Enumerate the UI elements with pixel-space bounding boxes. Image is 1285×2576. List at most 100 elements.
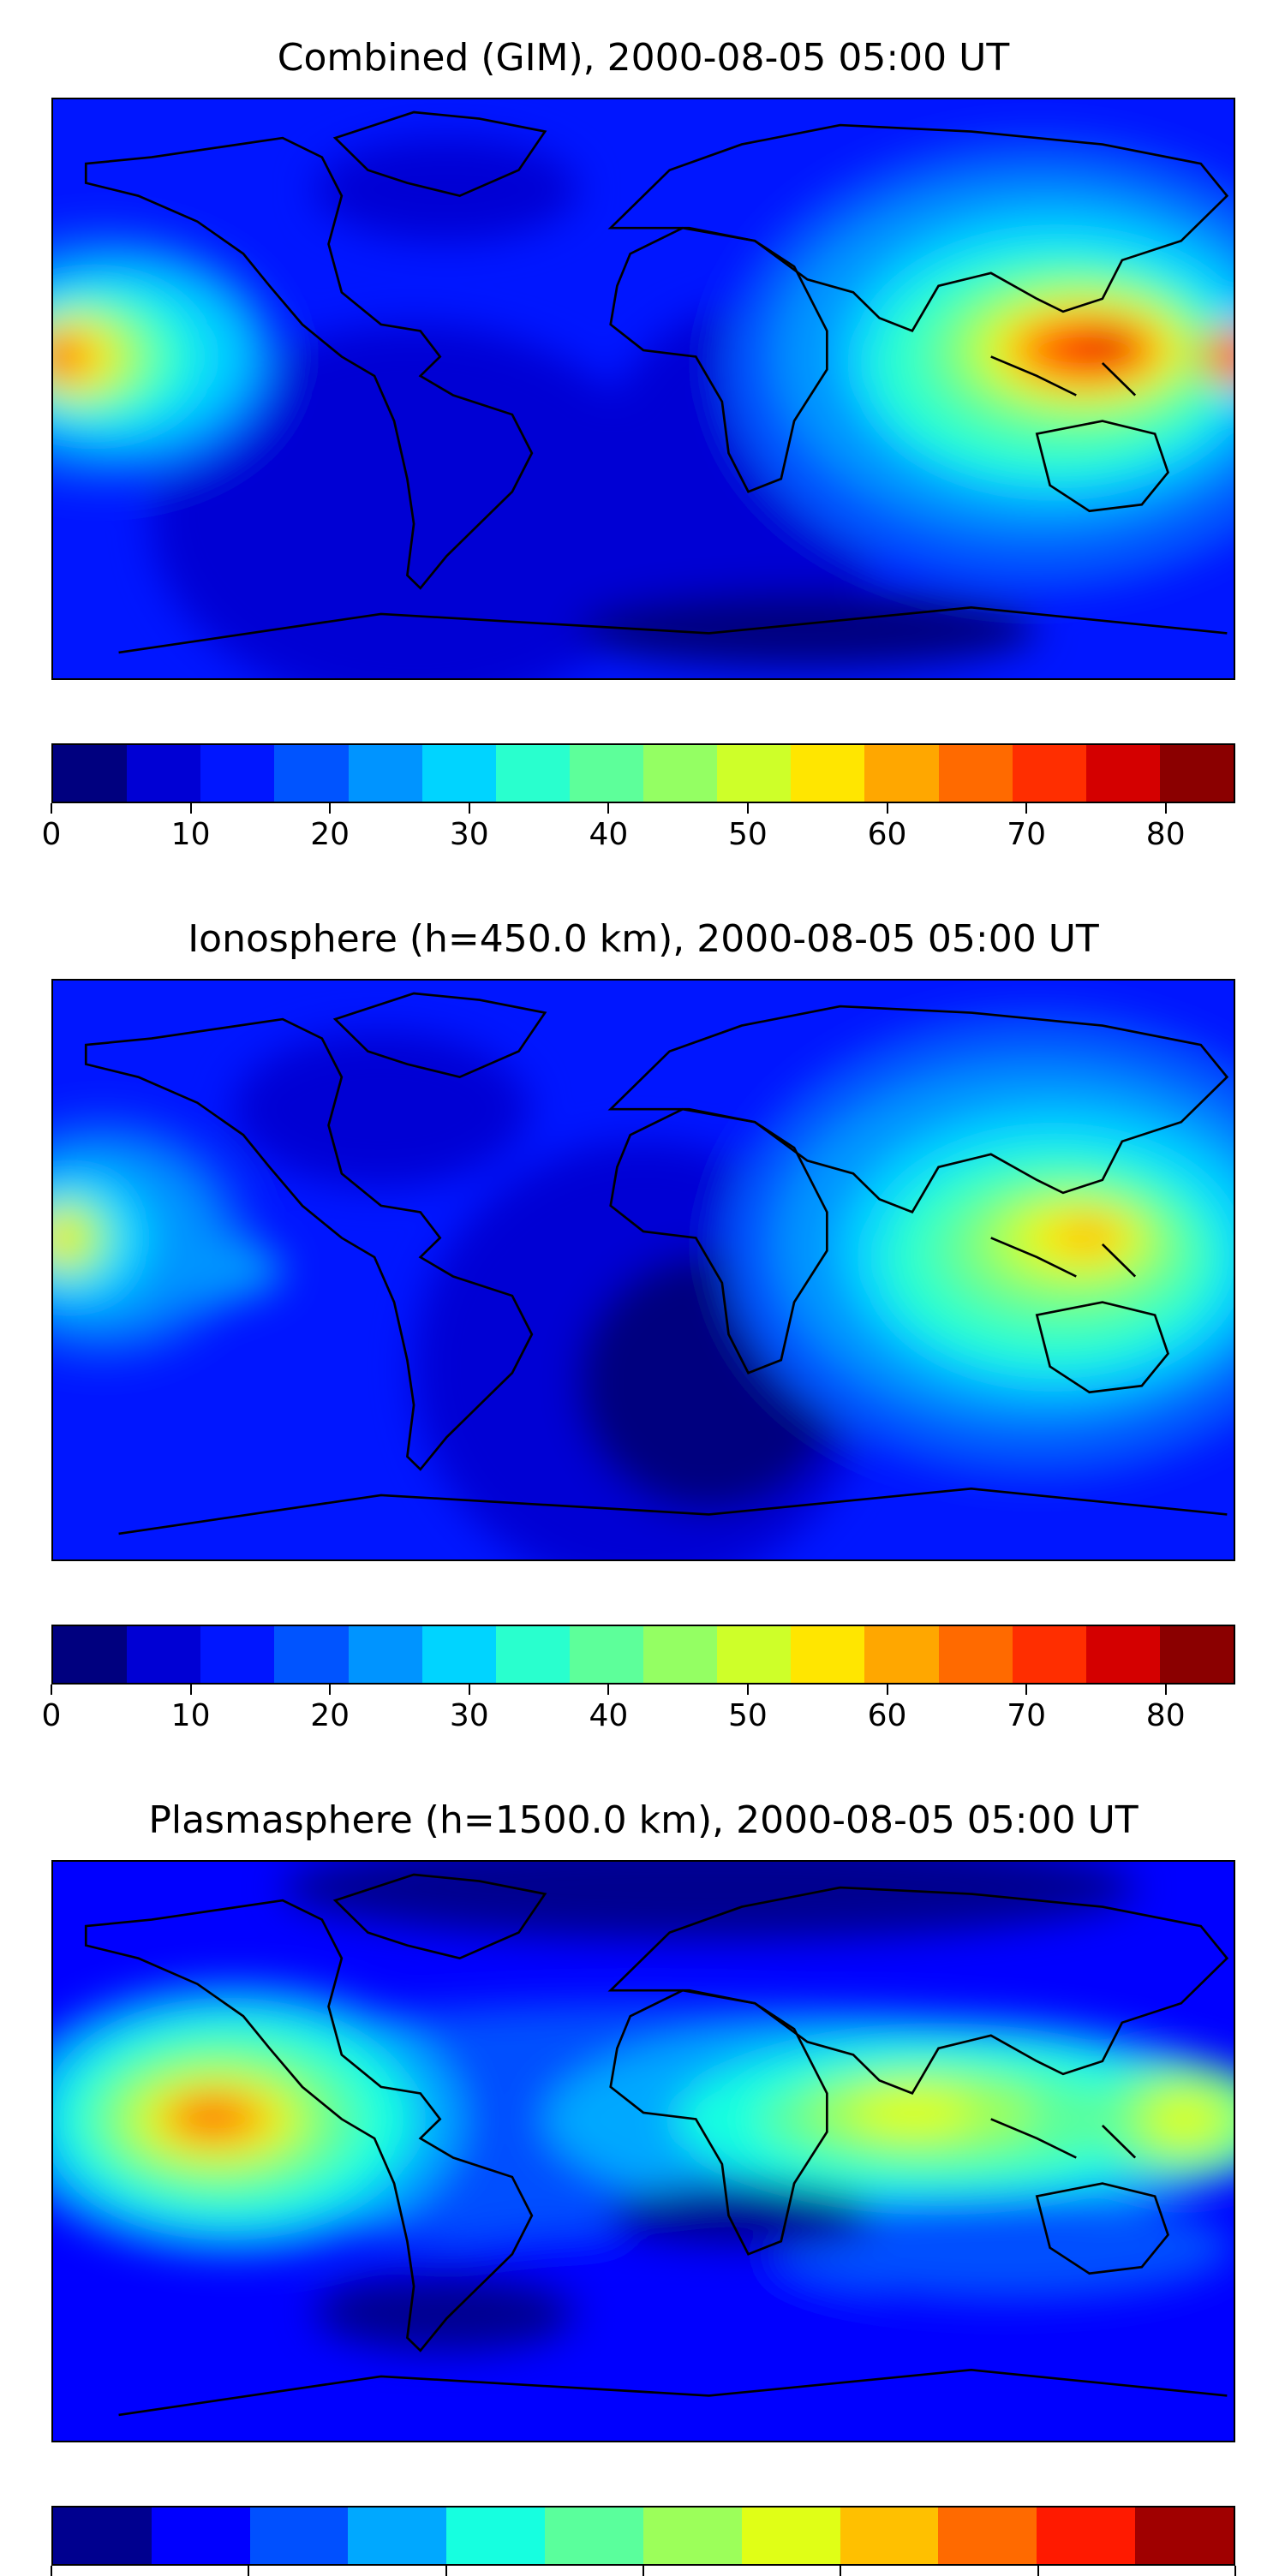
panel-2-colorbar-ticks: 0 10 20 30 40 50 60 70 80	[42, 1685, 1235, 1736]
panel-2-field	[53, 981, 1234, 1559]
panel-3-coastlines	[84, 1873, 1229, 2417]
colorbar-tick	[51, 1685, 52, 1695]
colorbar-tick	[329, 803, 332, 814]
colorbar-tick-label: 40	[589, 1698, 629, 1733]
panel-1-colorbar-ticks: 0 10 20 30 40 50 60 70 80	[42, 803, 1235, 855]
colorbar-tick	[746, 1685, 749, 1695]
colorbar-tick	[445, 2566, 447, 2576]
panel-1-title: Combined (GIM), 2000-08-05 05:00 UT	[277, 36, 1010, 80]
panel-3-colorbar-ticks: 051015202530	[51, 2566, 1236, 2576]
colorbar-tick-label: 80	[1145, 1698, 1186, 1733]
colorbar-segment	[348, 745, 422, 802]
colorbar-tick-label: 70	[1007, 1698, 1047, 1733]
colorbar-segment	[791, 745, 865, 802]
colorbar-segment	[1037, 2507, 1136, 2564]
colorbar-segment	[348, 2507, 447, 2564]
colorbar-segment	[1135, 2507, 1234, 2564]
colorbar-tick	[468, 803, 470, 814]
panel-2-title: Ionosphere (h=450.0 km), 2000-08-05 05:0…	[188, 917, 1099, 961]
colorbar-segment	[53, 2507, 152, 2564]
colorbar-segment	[717, 745, 792, 802]
colorbar-segment	[127, 1626, 201, 1683]
colorbar-tick	[1025, 1685, 1028, 1695]
colorbar-segment	[495, 1626, 570, 1683]
colorbar-segment	[642, 2507, 742, 2564]
colorbar-segment	[274, 1626, 349, 1683]
colorbar-segment	[643, 1626, 718, 1683]
colorbar-segment	[938, 2507, 1037, 2564]
colorbar-tick	[1164, 803, 1167, 814]
colorbar-segment	[127, 745, 201, 802]
panel-1-map	[51, 98, 1235, 680]
panel-3-map	[51, 1860, 1235, 2442]
colorbar-segment	[53, 1626, 128, 1683]
colorbar-segment	[569, 1626, 643, 1683]
colorbar-tick	[607, 1685, 610, 1695]
colorbar-segment	[1012, 1626, 1086, 1683]
colorbar-tick	[840, 2566, 842, 2576]
colorbar-tick-label: 60	[867, 817, 907, 852]
colorbar-segment	[569, 745, 643, 802]
colorbar-tick	[329, 1685, 332, 1695]
colorbar-segment	[151, 2507, 250, 2564]
colorbar-segment	[1159, 745, 1234, 802]
colorbar-tick	[248, 2566, 250, 2576]
colorbar-tick	[642, 2566, 644, 2576]
panel-3-colorbar	[51, 2506, 1235, 2566]
colorbar-segment	[421, 745, 496, 802]
colorbar-segment	[840, 2507, 939, 2564]
colorbar-tick-label: 10	[170, 1698, 211, 1733]
colorbar-segment	[274, 745, 349, 802]
colorbar-tick	[51, 803, 52, 814]
colorbar-tick	[1037, 2566, 1039, 2576]
colorbar-segment	[938, 1626, 1013, 1683]
colorbar-segment	[741, 2507, 840, 2564]
colorbar-segment	[545, 2507, 643, 2564]
colorbar-tick-label: 0	[41, 817, 62, 852]
panel-2-coastlines	[84, 992, 1229, 1535]
colorbar-tick	[1234, 2566, 1236, 2576]
colorbar-tick-label: 40	[589, 817, 629, 852]
colorbar-tick-label: 20	[310, 1698, 350, 1733]
panel-3-title: Plasmasphere (h=1500.0 km), 2000-08-05 0…	[148, 1798, 1139, 1842]
colorbar-segment	[1012, 745, 1086, 802]
colorbar-segment	[53, 745, 128, 802]
colorbar-tick-label: 20	[310, 817, 350, 852]
colorbar-segment	[643, 745, 718, 802]
colorbar-segment	[495, 745, 570, 802]
colorbar-segment	[421, 1626, 496, 1683]
colorbar-segment	[1085, 745, 1160, 802]
colorbar-segment	[249, 2507, 349, 2564]
panel-3-field	[53, 1862, 1234, 2441]
colorbar-tick	[886, 1685, 888, 1695]
colorbar-tick	[1025, 803, 1028, 814]
colorbar-segment	[864, 1626, 939, 1683]
colorbar-segment	[791, 1626, 865, 1683]
colorbar-segment	[1085, 1626, 1160, 1683]
colorbar-tick-label: 30	[449, 817, 489, 852]
colorbar-segment	[200, 1626, 275, 1683]
panel-2-colorbar	[51, 1625, 1235, 1685]
panel-1-coastlines	[84, 110, 1229, 654]
colorbar-segment	[200, 745, 275, 802]
colorbar-segment	[348, 1626, 422, 1683]
panel-2-map	[51, 979, 1235, 1561]
colorbar-tick	[51, 2566, 52, 2576]
colorbar-tick-label: 30	[449, 1698, 489, 1733]
colorbar-tick-label: 10	[170, 817, 211, 852]
colorbar-segment	[938, 745, 1013, 802]
colorbar-tick-label: 50	[728, 1698, 768, 1733]
colorbar-tick-label: 0	[41, 1698, 62, 1733]
colorbar-tick	[189, 803, 192, 814]
colorbar-segment	[864, 745, 939, 802]
colorbar-tick	[468, 1685, 470, 1695]
colorbar-tick-label: 60	[867, 1698, 907, 1733]
colorbar-tick-label: 80	[1145, 817, 1186, 852]
colorbar-tick	[189, 1685, 192, 1695]
panel-1-field	[53, 99, 1234, 678]
colorbar-tick	[886, 803, 888, 814]
colorbar-segment	[1159, 1626, 1234, 1683]
colorbar-tick-label: 50	[728, 817, 768, 852]
colorbar-segment	[717, 1626, 792, 1683]
colorbar-segment	[446, 2507, 546, 2564]
